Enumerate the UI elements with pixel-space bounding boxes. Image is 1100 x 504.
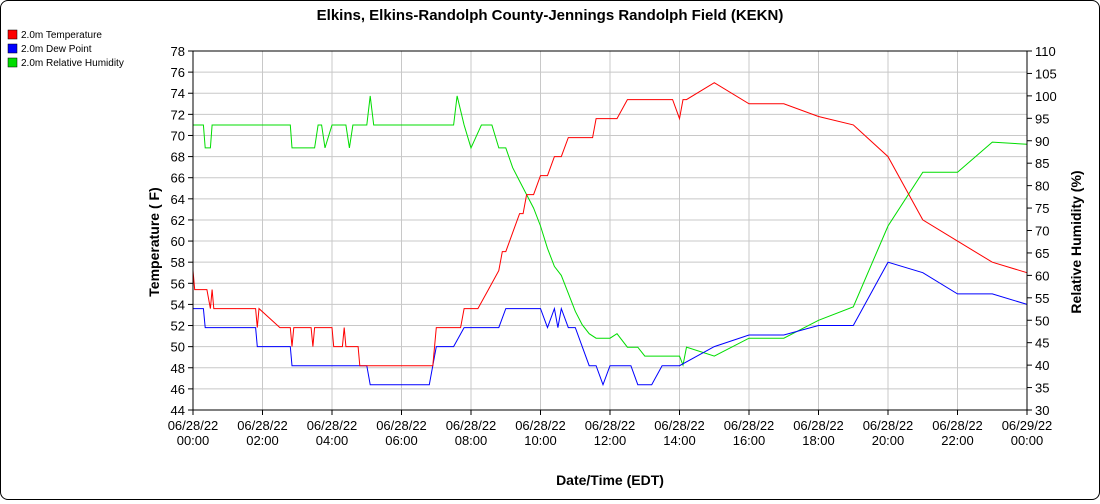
y-tick-label-left: 68 — [171, 150, 185, 165]
y-tick-label-right: 30 — [1035, 403, 1049, 418]
y-axis-left-title: Temperature ( F) — [146, 187, 162, 296]
x-tick-label-date: 06/28/22 — [585, 418, 636, 433]
x-tick-label-date: 06/28/22 — [932, 418, 983, 433]
legend-label-dew-point: 2.0m Dew Point — [21, 44, 92, 55]
x-tick-label-date: 06/28/22 — [515, 418, 566, 433]
y-tick-label-right: 75 — [1035, 201, 1049, 216]
y-tick-label-left: 48 — [171, 361, 185, 376]
temperature-line — [192, 82, 1028, 367]
y-tick-label-right: 65 — [1035, 246, 1049, 261]
x-tick-label-time: 08:00 — [455, 433, 488, 448]
x-tick-label-time: 18:00 — [802, 433, 835, 448]
y-tick-label-left: 70 — [171, 128, 185, 143]
legend-swatch-temperature — [7, 29, 18, 40]
x-tick-label-time: 22:00 — [941, 433, 974, 448]
y-tick-label-right: 55 — [1035, 291, 1049, 306]
y-axis-right-title: Relative Humidity (%) — [1068, 170, 1084, 313]
plot-area — [192, 50, 1028, 411]
y-tick-label-right: 80 — [1035, 179, 1049, 194]
y-tick-label-left: 58 — [171, 255, 185, 270]
x-tick-label-time: 16:00 — [733, 433, 766, 448]
x-tick-label-date: 06/28/22 — [863, 418, 914, 433]
y-tick-label-right: 35 — [1035, 381, 1049, 396]
y-tick-label-left: 44 — [171, 403, 185, 418]
y-tick-label-right: 110 — [1035, 44, 1056, 59]
y-tick-label-right: 50 — [1035, 313, 1049, 328]
y-tick-label-left: 50 — [171, 340, 185, 355]
y-tick-label-left: 54 — [171, 297, 185, 312]
x-tick-label-date: 06/28/22 — [446, 418, 497, 433]
y-tick-label-left: 52 — [171, 319, 185, 334]
x-tick-label-date: 06/28/22 — [376, 418, 427, 433]
x-axis-title: Date/Time (EDT) — [556, 472, 664, 488]
y-tick-label-right: 90 — [1035, 134, 1049, 149]
y-tick-label-right: 40 — [1035, 358, 1049, 373]
y-tick-label-left: 60 — [171, 234, 185, 249]
y-tick-label-right: 45 — [1035, 336, 1049, 351]
y-tick-label-right: 100 — [1035, 89, 1057, 104]
y-tick-label-left: 46 — [171, 382, 185, 397]
y-tick-label-left: 64 — [171, 192, 185, 207]
x-tick-label-time: 20:00 — [872, 433, 905, 448]
y-axis-right-ticks: 30 35 40 45 50 55 60 65 70 75 80 85 90 95 100 105 110 — [1027, 44, 1057, 418]
y-axis-left-ticks: 44 46 48 50 52 54 56 58 60 62 64 66 68 70 72 74 76 78 — [171, 44, 193, 418]
y-tick-label-right: 85 — [1035, 156, 1049, 171]
x-tick-label-date: 06/28/22 — [237, 418, 288, 433]
x-tick-label-date: 06/28/22 — [168, 418, 219, 433]
x-tick-label-time: 00:00 — [1011, 433, 1044, 448]
y-tick-label-right: 70 — [1035, 224, 1049, 239]
x-axis-ticks: 06/28/2200:0006/28/2202:0006/28/2204:000… — [168, 410, 1053, 448]
y-tick-label-left: 62 — [171, 213, 185, 228]
relative-humidity-line — [193, 95, 1028, 367]
series-lines — [192, 82, 1028, 387]
y-tick-label-right: 105 — [1035, 66, 1057, 81]
legend-swatch-relative-humidity — [7, 57, 18, 68]
x-tick-label-time: 14:00 — [663, 433, 696, 448]
y-tick-label-left: 78 — [171, 44, 185, 59]
x-tick-label-time: 00:00 — [177, 433, 210, 448]
legend-swatch-dew-point — [7, 43, 18, 54]
grid — [192, 50, 1028, 411]
x-tick-label-date: 06/28/22 — [724, 418, 775, 433]
x-tick-label-date: 06/29/22 — [1002, 418, 1053, 433]
x-tick-label-time: 02:00 — [246, 433, 279, 448]
chart-title: Elkins, Elkins-Randolph County-Jennings … — [317, 7, 784, 24]
x-tick-label-time: 10:00 — [524, 433, 557, 448]
y-tick-label-left: 72 — [171, 107, 185, 122]
x-tick-label-date: 06/28/22 — [793, 418, 844, 433]
x-tick-label-time: 12:00 — [594, 433, 627, 448]
x-tick-label-time: 06:00 — [385, 433, 418, 448]
legend-label-temperature: 2.0m Temperature — [21, 30, 102, 41]
x-tick-label-date: 06/28/22 — [307, 418, 358, 433]
y-tick-label-left: 74 — [171, 86, 185, 101]
y-tick-label-right: 95 — [1035, 111, 1049, 126]
y-tick-label-left: 66 — [171, 171, 185, 186]
y-tick-label-left: 56 — [171, 276, 185, 291]
y-tick-label-left: 76 — [171, 65, 185, 80]
dew-point-line — [193, 261, 1028, 387]
x-tick-label-time: 04:00 — [316, 433, 349, 448]
x-tick-label-date: 06/28/22 — [654, 418, 705, 433]
y-tick-label-right: 60 — [1035, 268, 1049, 283]
legend-label-relative-humidity: 2.0m Relative Humidity — [21, 58, 124, 69]
legend: 2.0m Temperature 2.0m Dew Point 2.0m Rel… — [7, 29, 124, 69]
